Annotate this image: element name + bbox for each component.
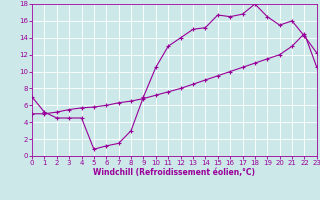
X-axis label: Windchill (Refroidissement éolien,°C): Windchill (Refroidissement éolien,°C) — [93, 168, 255, 177]
